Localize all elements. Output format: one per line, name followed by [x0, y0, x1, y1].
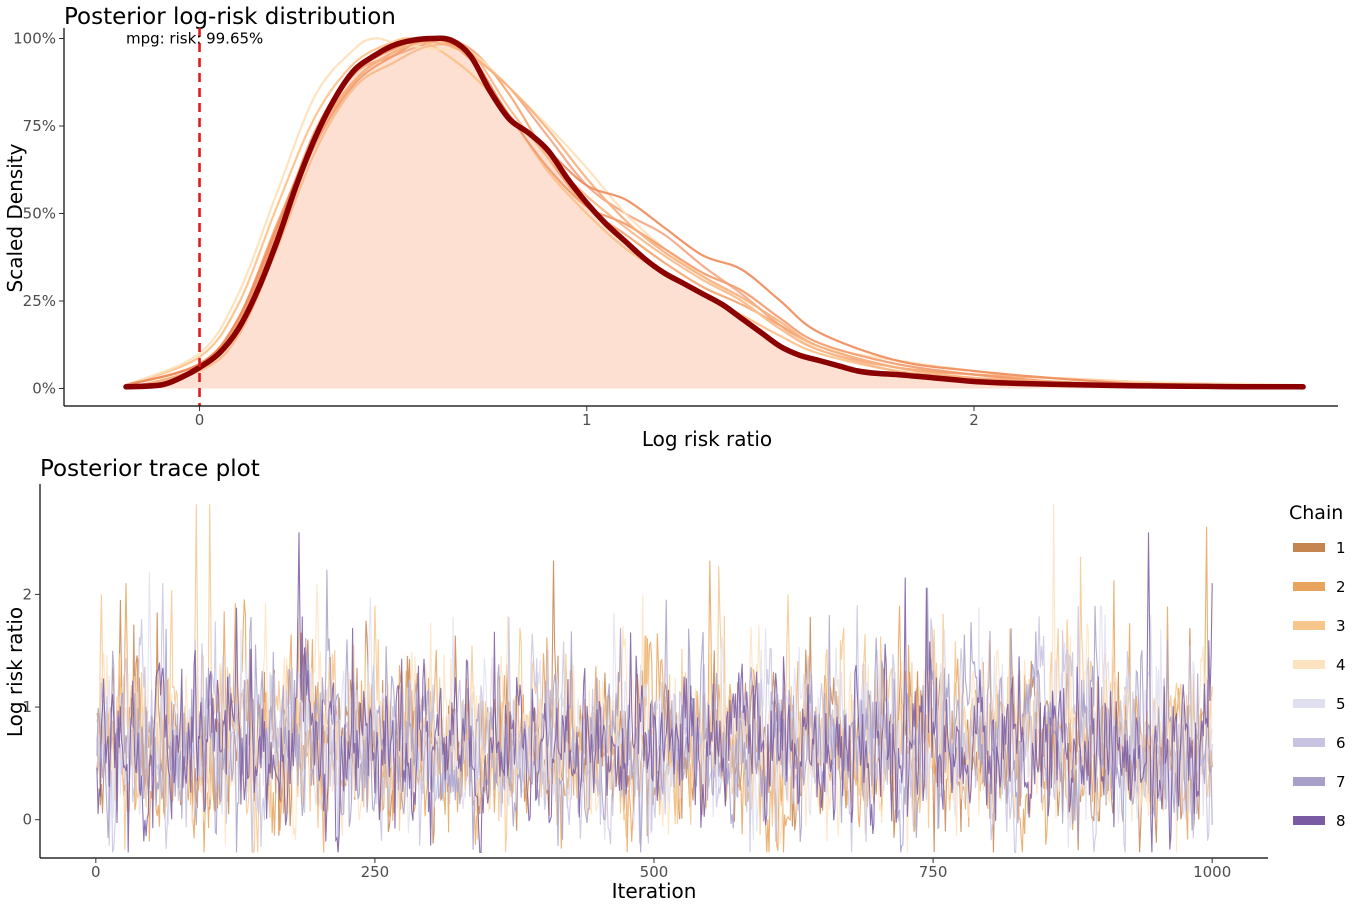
density-x-ticks: 0 1 2: [195, 406, 979, 429]
density-y-tick-label: 100%: [13, 30, 56, 48]
trace-chart-title: Posterior trace plot: [40, 456, 260, 482]
legend-item-chain-7: 7: [1293, 773, 1346, 791]
legend-label: 4: [1336, 656, 1346, 674]
trace-x-ticks: 0 250 500 750 1000: [91, 858, 1231, 881]
density-x-tick-label: 0: [195, 411, 205, 429]
density-y-tick-label: 75%: [23, 117, 56, 135]
trace-x-axis-title: Iteration: [612, 879, 697, 903]
density-y-axis-title: Scaled Density: [3, 143, 27, 292]
legend-label: 6: [1336, 734, 1346, 752]
trace-y-ticks: 0 1 2: [22, 585, 40, 829]
legend-label: 1: [1336, 539, 1346, 557]
legend-label: 2: [1336, 578, 1346, 596]
density-y-tick-label: 0%: [32, 380, 56, 398]
trace-y-tick-label: 2: [22, 585, 32, 603]
density-area-fill: [126, 38, 1304, 389]
trace-chain-7-line: [96, 569, 1213, 853]
density-x-axis-title: Log risk ratio: [642, 427, 772, 451]
legend-swatch: [1293, 816, 1325, 825]
trace-chain-lines: [96, 504, 1213, 854]
legend-item-chain-2: 2: [1293, 578, 1346, 596]
density-combined-layer: [123, 35, 1306, 390]
chain-legend: Chain 1 2 3 4 5 6 7 8: [1289, 502, 1346, 830]
legend-item-chain-5: 5: [1293, 695, 1346, 713]
trace-x-tick-label: 1000: [1193, 863, 1231, 881]
trace-chain-6-line: [96, 583, 1213, 853]
risk-annotation: mpg: risk: 99.65%: [126, 30, 263, 48]
legend-items: 1 2 3 4 5 6 7 8: [1293, 539, 1346, 830]
density-panel: Posterior log-risk distribution mpg: ris…: [3, 4, 1338, 451]
trace-panel: Posterior trace plot 012 0 250 500 750 1000 …: [3, 456, 1268, 903]
legend-label: 7: [1336, 773, 1346, 791]
density-y-tick-label: 25%: [23, 292, 56, 310]
trace-y-tick-label: 0: [22, 811, 32, 829]
legend-item-chain-6: 6: [1293, 734, 1346, 752]
legend-swatch: [1293, 777, 1325, 786]
legend-swatch: [1293, 738, 1325, 747]
legend-title: Chain: [1289, 502, 1343, 524]
legend-label: 3: [1336, 617, 1346, 635]
density-y-ticks: 0% 25% 50% 75% 100%: [13, 30, 64, 398]
density-combined-curve: [123, 35, 1306, 390]
trace-y-tick-label: 1: [22, 698, 32, 716]
density-y-tick-label: 50%: [23, 205, 56, 223]
legend-swatch: [1293, 543, 1325, 552]
legend-swatch: [1293, 699, 1325, 708]
trace-y-axis-title: Log risk ratio: [3, 607, 27, 737]
legend-label: 5: [1336, 695, 1346, 713]
legend-item-chain-8: 8: [1293, 812, 1346, 830]
trace-chain-8-line: [96, 532, 1213, 853]
density-x-tick-label: 2: [969, 411, 979, 429]
legend-label: 8: [1336, 812, 1346, 830]
density-fill-layer: [126, 38, 1304, 389]
density-x-tick-label: 1: [582, 411, 592, 429]
legend-item-chain-3: 3: [1293, 617, 1346, 635]
trace-x-tick-label: 0: [91, 863, 101, 881]
trace-x-tick-label: 250: [361, 863, 390, 881]
legend-item-chain-4: 4: [1293, 656, 1346, 674]
density-chart-title: Posterior log-risk distribution: [64, 4, 396, 30]
trace-x-tick-label: 750: [919, 863, 948, 881]
trace-x-tick-label: 500: [640, 863, 669, 881]
legend-item-chain-1: 1: [1293, 539, 1346, 557]
legend-swatch: [1293, 660, 1325, 669]
legend-swatch: [1293, 582, 1325, 591]
legend-swatch: [1293, 621, 1325, 630]
